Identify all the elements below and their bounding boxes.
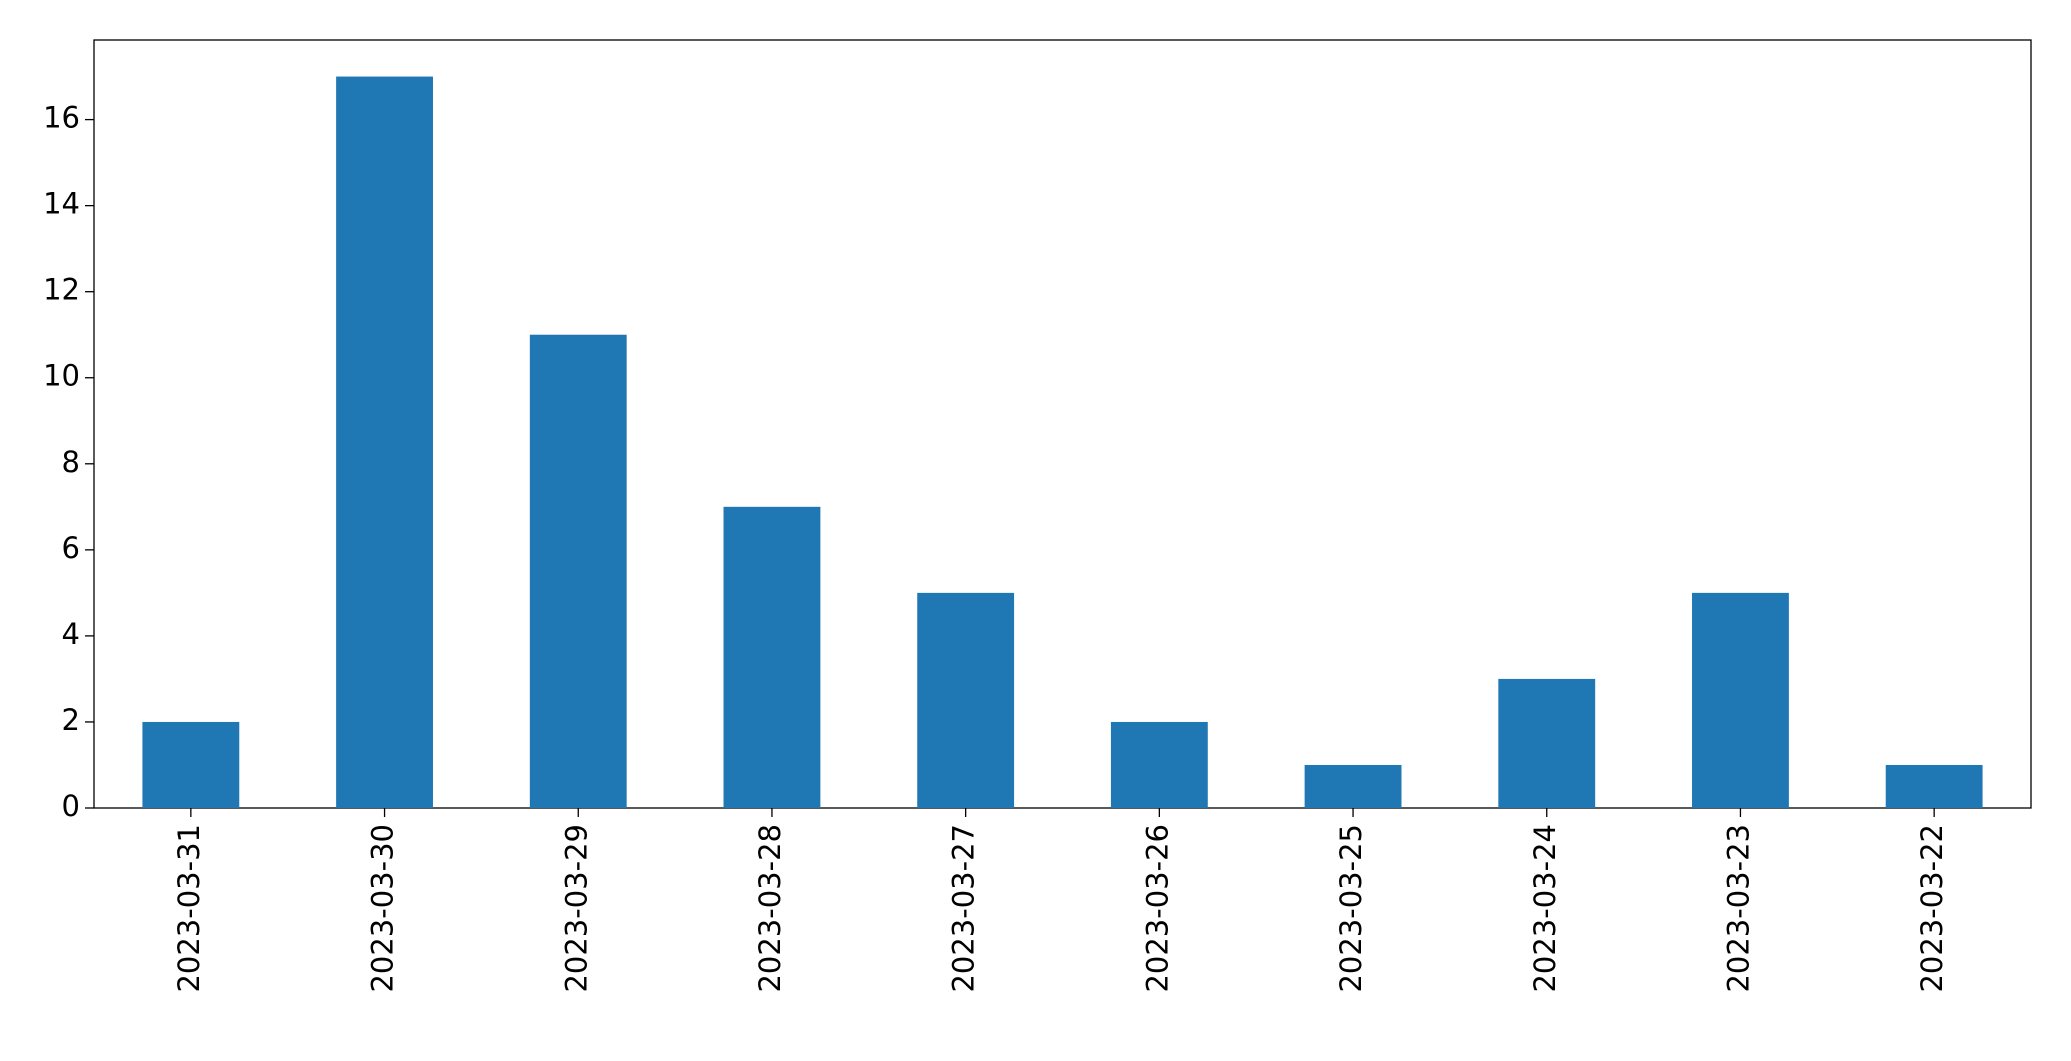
bar — [723, 506, 821, 808]
bar — [1304, 764, 1402, 808]
bar — [142, 721, 240, 808]
x-tick-label: 2023-03-30 — [366, 824, 400, 993]
y-tick-label: 2 — [62, 703, 80, 737]
y-tick-label: 10 — [43, 359, 80, 393]
x-tick-label: 2023-03-25 — [1334, 824, 1368, 993]
bar — [917, 592, 1015, 808]
x-tick-label: 2023-03-31 — [172, 824, 206, 993]
y-tick-label: 4 — [62, 617, 80, 651]
bar — [1885, 764, 1983, 808]
y-tick-label: 16 — [43, 101, 80, 135]
x-tick-label: 2023-03-22 — [1915, 824, 1949, 993]
y-tick-label: 6 — [62, 531, 80, 565]
plot-frame — [93, 39, 2032, 809]
x-tick-label: 2023-03-29 — [559, 824, 593, 993]
bar — [336, 76, 433, 809]
y-tick-label: 12 — [43, 273, 80, 307]
y-tick-label: 8 — [62, 445, 80, 479]
x-tick-label: 2023-03-26 — [1140, 824, 1174, 993]
y-tick-label: 14 — [43, 187, 80, 221]
bar — [529, 334, 627, 808]
bar — [1692, 592, 1789, 808]
x-tick-label: 2023-03-27 — [947, 824, 981, 993]
y-tick-label: 0 — [62, 789, 80, 823]
bar — [1110, 721, 1208, 808]
x-tick-label: 2023-03-28 — [753, 824, 787, 993]
x-tick-label: 2023-03-24 — [1528, 824, 1562, 993]
bar — [1498, 678, 1596, 808]
x-tick-label: 2023-03-23 — [1721, 824, 1755, 993]
